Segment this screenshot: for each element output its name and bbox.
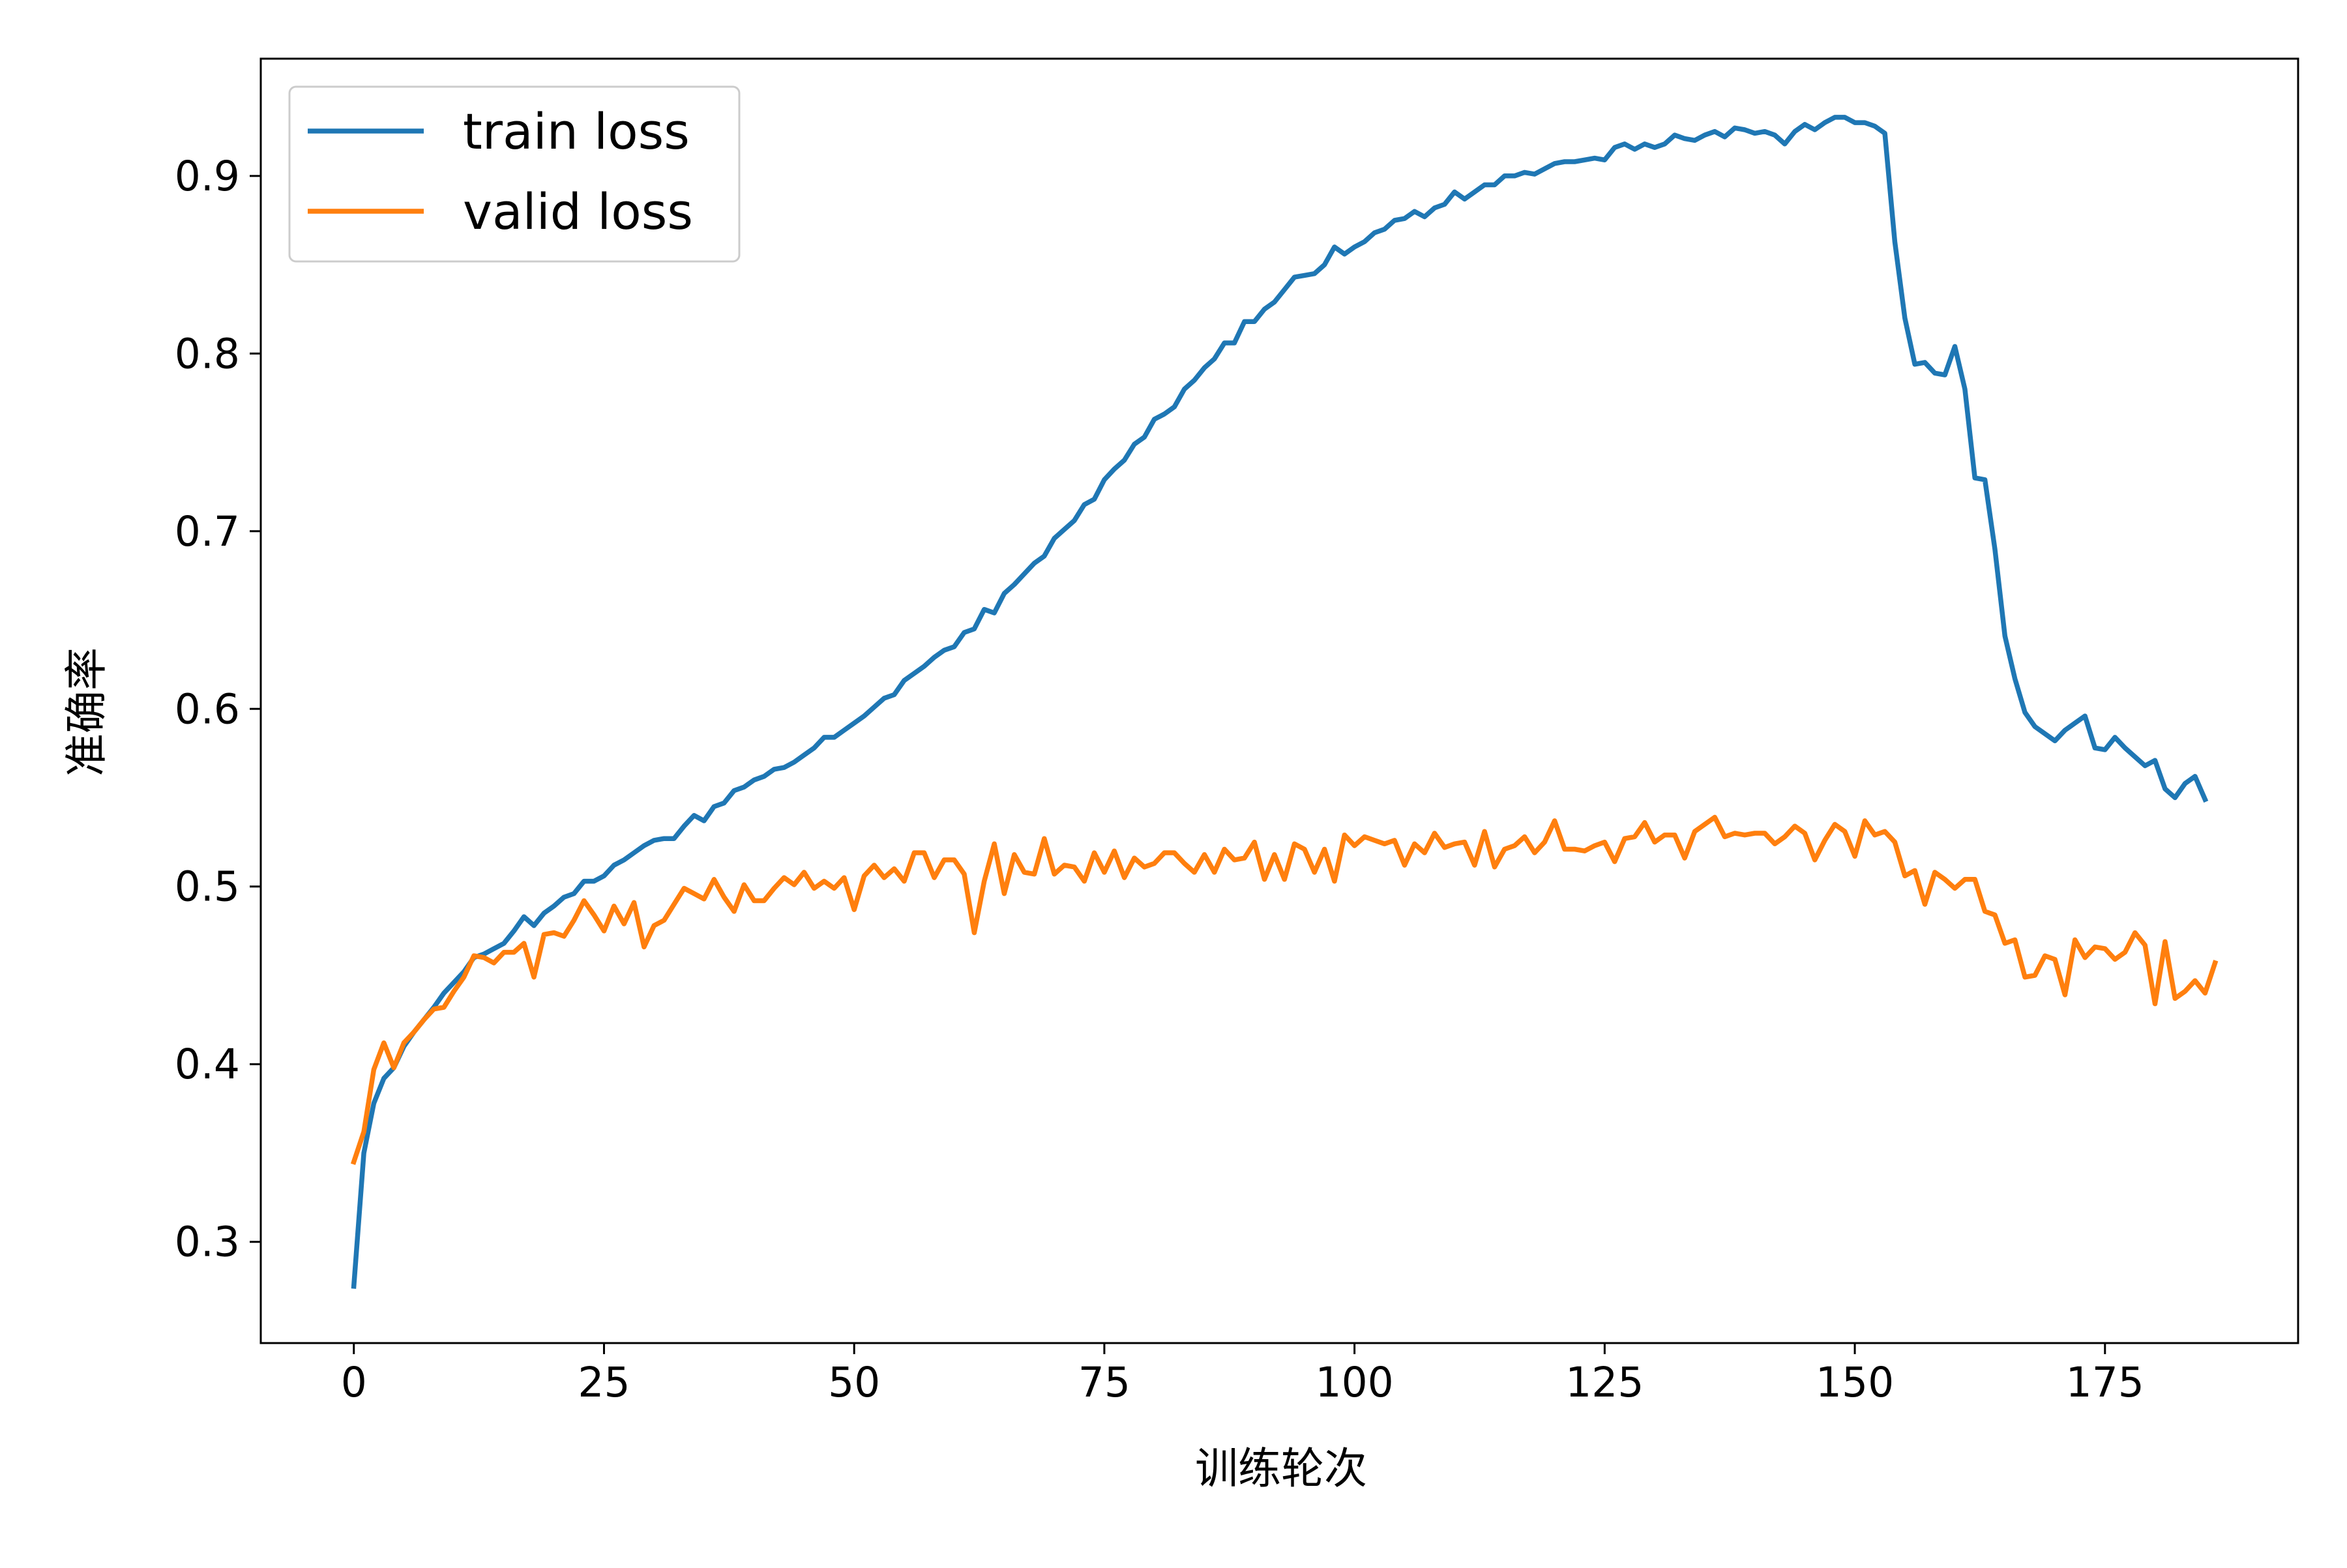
x-tick-label: 175 [2066, 1359, 2144, 1406]
x-tick-label: 50 [828, 1359, 880, 1406]
x-tick-label: 125 [1565, 1359, 1644, 1406]
y-tick-label: 0.5 [175, 863, 240, 911]
y-tick-label: 0.9 [175, 153, 240, 200]
x-tick-label: 150 [1816, 1359, 1894, 1406]
y-tick-label: 0.4 [175, 1041, 240, 1088]
y-axis-label: 准确率 [61, 647, 111, 777]
x-tick-label: 100 [1315, 1359, 1393, 1406]
x-tick-label: 75 [1078, 1359, 1130, 1406]
y-tick-label: 0.3 [175, 1219, 240, 1266]
legend-label-train-loss: train loss [463, 102, 690, 160]
y-tick-label: 0.6 [175, 685, 240, 733]
x-tick-label: 25 [578, 1359, 630, 1406]
y-tick-label: 0.8 [175, 330, 240, 377]
legend: train loss valid loss [289, 87, 739, 261]
x-axis-label: 训练轮次 [1195, 1443, 1367, 1494]
y-tick-label: 0.7 [175, 508, 240, 555]
x-tick-label: 0 [341, 1359, 367, 1406]
legend-label-valid-loss: valid loss [463, 183, 693, 241]
